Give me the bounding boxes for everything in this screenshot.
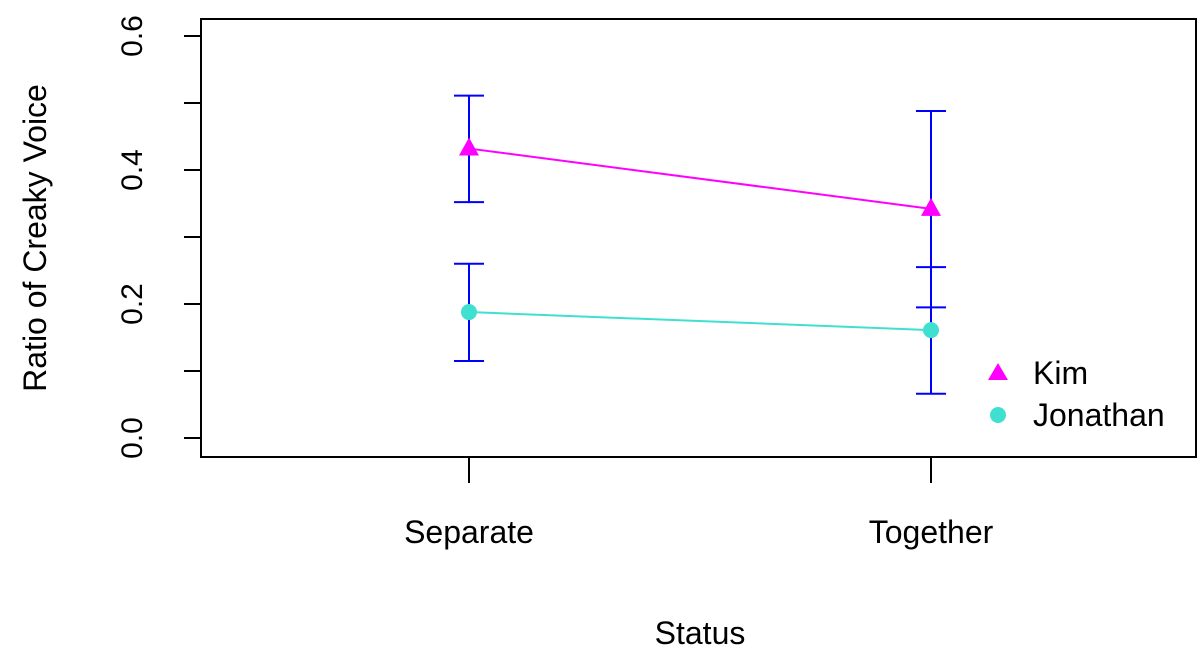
legend-marker: [988, 363, 1008, 380]
legend-marker: [990, 407, 1006, 423]
legend-item-jonathan: Jonathan: [990, 397, 1165, 433]
plot-area: [200, 18, 1197, 458]
legend-item-kim: Kim: [988, 355, 1088, 391]
x-tick-label: Separate: [404, 514, 534, 550]
x-axis: Separate Together: [404, 457, 994, 550]
y-tick-label: 0.6: [116, 15, 149, 57]
x-axis-title: Status: [655, 615, 746, 648]
y-tick-label: 0.0: [116, 417, 149, 459]
series-line-jonathan: [468, 311, 932, 332]
data-point-jonathan: [923, 322, 939, 339]
series-points: [459, 137, 941, 339]
y-axis-title: Ratio of Creaky Voice: [17, 84, 53, 392]
y-tick-label: 0.4: [116, 149, 149, 191]
legend-label: Kim: [1033, 355, 1088, 391]
legend-label: Jonathan: [1033, 397, 1165, 433]
y-axis: 0.0 0.2 0.4 0.6: [116, 15, 201, 459]
series-lines: [468, 147, 932, 332]
error-bars: [454, 94, 946, 395]
data-point-kim: [921, 197, 941, 216]
y-tick-label: 0.2: [116, 283, 149, 325]
series-line-kim: [468, 147, 932, 210]
x-tick-label: Together: [869, 514, 994, 550]
data-point-kim: [459, 137, 479, 156]
legend: Kim Jonathan: [988, 355, 1165, 433]
data-point-jonathan: [461, 304, 477, 321]
